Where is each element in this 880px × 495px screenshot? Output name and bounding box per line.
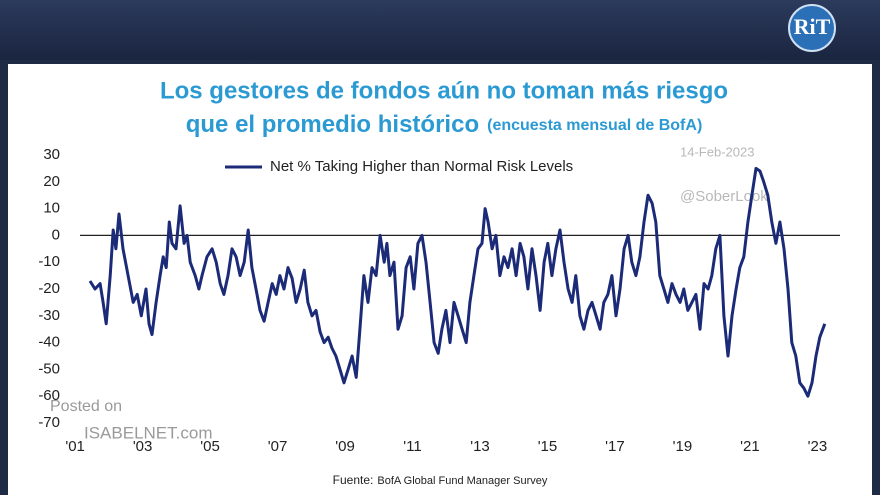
panel	[8, 64, 872, 495]
watermark: ISABELNET.com	[84, 423, 213, 442]
chart-title: Los gestores de fondos aún no toman más …	[160, 77, 728, 104]
y-tick-label: -40	[38, 334, 60, 351]
x-tick-label: '13	[470, 438, 490, 455]
x-tick-label: '09	[335, 438, 355, 455]
y-tick-label: 10	[43, 200, 60, 217]
x-tick-label: '21	[740, 438, 760, 455]
x-tick-label: '17	[605, 438, 625, 455]
date-note: 14-Feb-2023	[680, 144, 754, 159]
header-bar	[0, 0, 880, 60]
x-tick-label: '07	[268, 438, 288, 455]
y-tick-label: -60	[38, 387, 60, 404]
y-tick-label: 30	[43, 146, 60, 163]
source: Fuente: BofA Global Fund Manager Survey	[333, 473, 548, 487]
subtitle-note: (encuesta mensual de BofA)	[487, 117, 702, 134]
legend-label: Net % Taking Higher than Normal Risk Lev…	[270, 158, 573, 175]
x-tick-label: '05	[200, 438, 220, 455]
x-tick-label: '15	[538, 438, 558, 455]
y-tick-label: 0	[52, 226, 60, 243]
watermark: Posted on	[50, 398, 122, 415]
x-tick-label: '03	[133, 438, 153, 455]
y-tick-label: -20	[38, 280, 60, 297]
y-tick-label: -50	[38, 360, 60, 377]
logo-circle	[788, 4, 836, 52]
x-tick-label: '19	[673, 438, 693, 455]
source-text: BofA Global Fund Manager Survey	[377, 475, 547, 487]
chart-subtitle: que el promedio histórico (encuesta mensu…	[186, 111, 703, 138]
watermark: @SoberLook	[680, 188, 768, 205]
y-tick-label: -70	[38, 414, 60, 431]
y-tick-label: -10	[38, 253, 60, 270]
series-line	[88, 166, 827, 398]
x-tick-label: '23	[808, 438, 828, 455]
source-label: Fuente:	[333, 473, 374, 487]
y-tick-label: 20	[43, 173, 60, 190]
y-tick-label: -30	[38, 307, 60, 324]
subtitle: que el promedio histórico	[186, 111, 479, 138]
x-tick-label: '01	[65, 438, 85, 455]
x-tick-label: '11	[403, 438, 421, 455]
logo: RiT	[794, 14, 831, 39]
